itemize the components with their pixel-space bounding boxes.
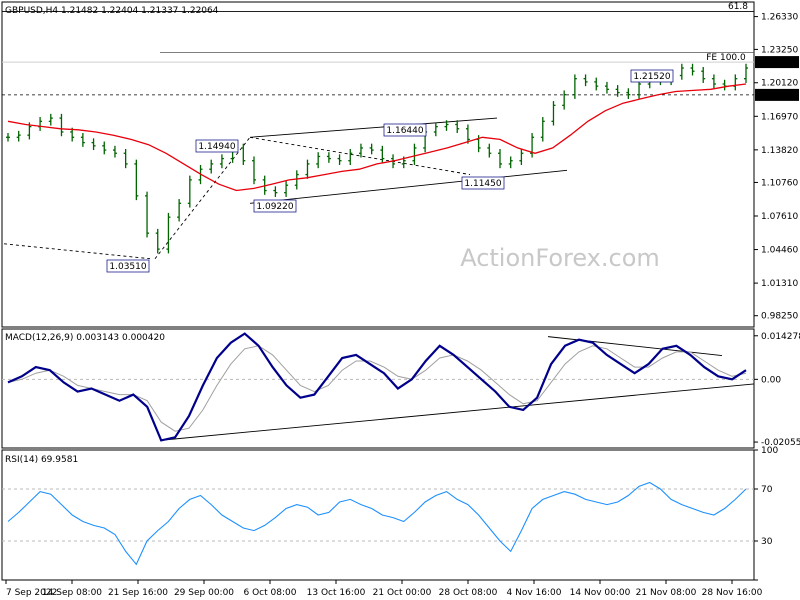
- price-annotation-box: [383, 123, 427, 137]
- macd-title: MACD(12,26,9) 0.003143 0.000420: [5, 333, 165, 343]
- rsi-y-tick-label: 70: [761, 485, 773, 495]
- price-y-tick-label: 0.98250: [761, 312, 798, 322]
- support-level-tag-label: 1.18980: [758, 91, 795, 101]
- price-panel: GBPUSD,H4 1.21482 1.22404 1.21337 1.2206…: [1, 1, 799, 328]
- rsi-frame: [1, 449, 755, 581]
- rsi-y-tick-label: 100: [761, 446, 778, 456]
- price-annotation-box: [106, 259, 150, 273]
- price-title: GBPUSD,H4 1.21482 1.22404 1.21337 1.2206…: [5, 6, 219, 16]
- x-axis-tick-label: 21 Oct 00:00: [373, 588, 432, 598]
- macd-frame: [1, 328, 755, 449]
- rsi-title: RSI(14) 69.9581: [5, 455, 78, 465]
- rsi-line: [7, 481, 747, 566]
- x-axis-tick-label: 4 Nov 16:00: [507, 588, 562, 598]
- channel-upper-line: [249, 117, 498, 138]
- price-annotation-box: [195, 139, 239, 153]
- channel-lower-line: [249, 169, 568, 204]
- x-axis-tick-label: 14 Sep 08:00: [42, 588, 102, 598]
- price-annotation-box: [461, 176, 505, 190]
- x-axis-tick-label: 6 Oct 08:00: [244, 588, 297, 598]
- price-annotation: 1.16440: [386, 126, 423, 136]
- price-y-tick-label: 1.23250: [761, 45, 798, 55]
- x-axis-tick-label: 21 Sep 16:00: [108, 588, 168, 598]
- x-axis-tick-label: 14 Nov 00:00: [570, 588, 631, 598]
- price-annotation: 1.14940: [198, 142, 235, 152]
- price-annotation-box: [253, 199, 297, 213]
- x-axis-tick-label: 13 Oct 16:00: [307, 588, 366, 598]
- price-annotation-box: [630, 69, 674, 83]
- price-y-tick-label: 1.07610: [761, 212, 798, 222]
- dashed-rise-line: [154, 137, 251, 259]
- macd-y-tick-label: 0.014278: [761, 332, 800, 342]
- price-y-tick-label: 1.16970: [761, 112, 798, 122]
- macd-panel: MACD(12,26,9) 0.003143 0.000420 0.014278 0…: [1, 328, 800, 449]
- current-price-tag-label: 1.22064: [758, 58, 795, 68]
- price-y-tick-label: 1.13820: [761, 146, 798, 156]
- price-annotation: 1.03510: [109, 262, 146, 272]
- rsi-y-tick-label: 30: [761, 537, 773, 547]
- dashed-low-line: [3, 243, 151, 260]
- watermark: ActionForex.com: [460, 244, 660, 272]
- price-y-tick-label: 1.04460: [761, 246, 798, 256]
- rsi-panel: RSI(14) 69.9581 100 70 30: [1, 446, 778, 581]
- moving-average-line: [7, 83, 747, 192]
- macd-y-tick-label: -0.020556: [761, 438, 800, 448]
- x-axis-tick-label: 28 Nov 16:00: [702, 588, 763, 598]
- x-axis-tick-label: 29 Sep 00:00: [174, 588, 234, 598]
- price-annotation: 1.11450: [464, 179, 501, 189]
- price-y-tick-label: 1.20120: [761, 79, 798, 89]
- x-axis-tick-label: 7 Sep 2022: [6, 588, 57, 598]
- price-y-tick-label: 1.26330: [761, 13, 798, 23]
- current-price-tag: [755, 56, 799, 69]
- x-axis-tick-label: 28 Oct 08:00: [439, 588, 498, 598]
- price-annotation: 1.09220: [256, 202, 293, 212]
- dashed-mid-line: [249, 136, 471, 176]
- level-annotation: 61.8: [728, 2, 748, 12]
- level-annotation: FE 100.0: [706, 53, 746, 63]
- macd-line: [7, 332, 747, 442]
- macd-y-tick-label: 0.00: [761, 375, 781, 385]
- price-frame: [1, 1, 755, 328]
- price-y-tick-label: 1.01310: [761, 279, 798, 289]
- x-axis-tick-label: 21 Nov 08:00: [636, 588, 697, 598]
- price-y-tick-label: 1.10760: [761, 178, 798, 188]
- macd-support-trendline: [159, 383, 755, 441]
- support-level-tag: [755, 88, 799, 101]
- price-annotation: 1.21520: [633, 72, 670, 82]
